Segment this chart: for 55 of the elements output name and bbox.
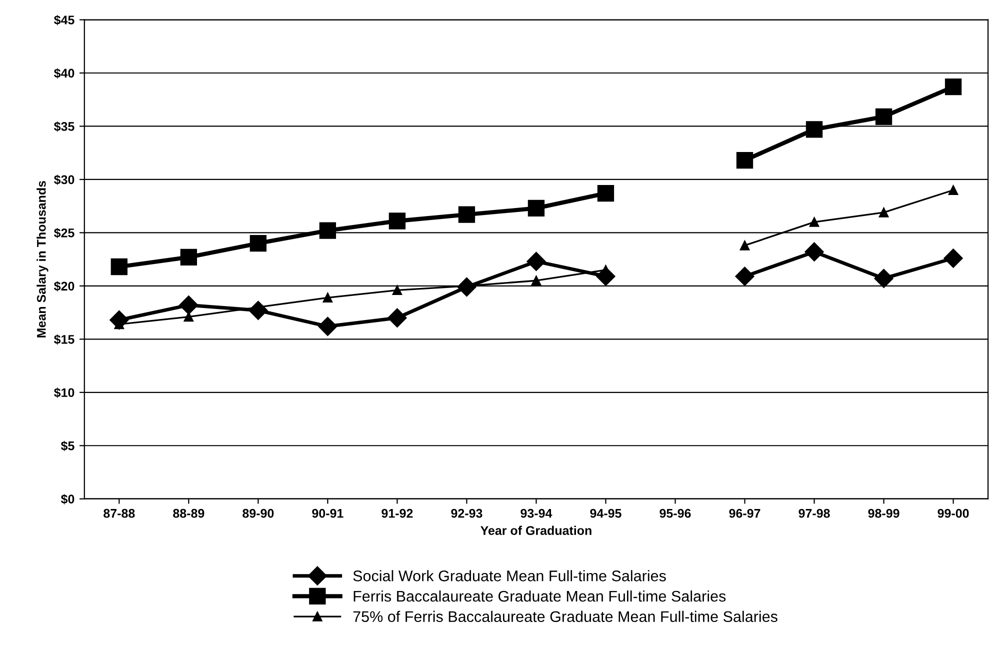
point (526, 252, 546, 271)
legend-label: Social Work Graduate Mean Full-time Salaries (353, 570, 666, 582)
point (736, 152, 754, 169)
x-tick-label: 92-93 (451, 508, 482, 518)
point (740, 240, 750, 250)
x-tick-label: 95-96 (660, 508, 691, 518)
point (179, 296, 198, 315)
y-tick-label: $5 (60, 440, 74, 452)
point (809, 217, 820, 227)
point (318, 316, 338, 336)
x-tick-label: 88-89 (173, 508, 204, 518)
x-tick-label: 99-00 (938, 508, 969, 518)
point (322, 292, 333, 303)
y-tick-label: $45 (54, 15, 74, 26)
point (944, 78, 962, 96)
point (458, 206, 476, 223)
x-tick-label: 98-99 (868, 508, 900, 518)
y-tick-label: $15 (54, 334, 74, 345)
point (804, 242, 824, 262)
legend-label: Ferris Baccalaureate Graduate Mean Full-time Salaries (354, 590, 726, 602)
point (250, 235, 267, 252)
x-axis-title: Year of Graduation (480, 526, 592, 535)
x-tick-label: 90-91 (312, 508, 344, 518)
point (528, 200, 545, 217)
point (878, 208, 889, 218)
point (531, 276, 542, 286)
x-tick-label: 96-97 (729, 508, 760, 518)
x-tick-label: 87-88 (104, 508, 135, 518)
x-tick-label: 91-92 (382, 508, 413, 518)
y-tick-label: $40 (54, 68, 74, 78)
y-axis-title: Mean Salary in Thousands (36, 180, 48, 338)
y-tick-label: $35 (54, 121, 74, 132)
point (948, 185, 958, 195)
point (180, 248, 198, 266)
point (806, 121, 823, 138)
point (388, 212, 406, 230)
y-tick-label: $20 (54, 281, 74, 292)
point (388, 308, 407, 328)
x-tick-label: 93-94 (520, 508, 552, 518)
y-tick-label: $10 (54, 388, 74, 398)
point (735, 266, 754, 286)
y-tick-label: $30 (54, 174, 74, 185)
point (874, 268, 894, 288)
y-tick-label: $25 (54, 228, 74, 238)
point (110, 258, 128, 276)
x-tick-label: 89-90 (242, 508, 274, 518)
point (875, 108, 892, 125)
point (319, 222, 336, 239)
x-tick-label: 97-98 (798, 508, 830, 518)
point (944, 248, 963, 268)
x-tick-label: 94-95 (590, 508, 622, 518)
point (597, 184, 614, 202)
y-tick-label: $0 (60, 494, 74, 504)
legend-label: 75% of Ferris Baccalaureate Graduate Mean Full-time Salaries (353, 610, 778, 622)
point (392, 285, 402, 296)
